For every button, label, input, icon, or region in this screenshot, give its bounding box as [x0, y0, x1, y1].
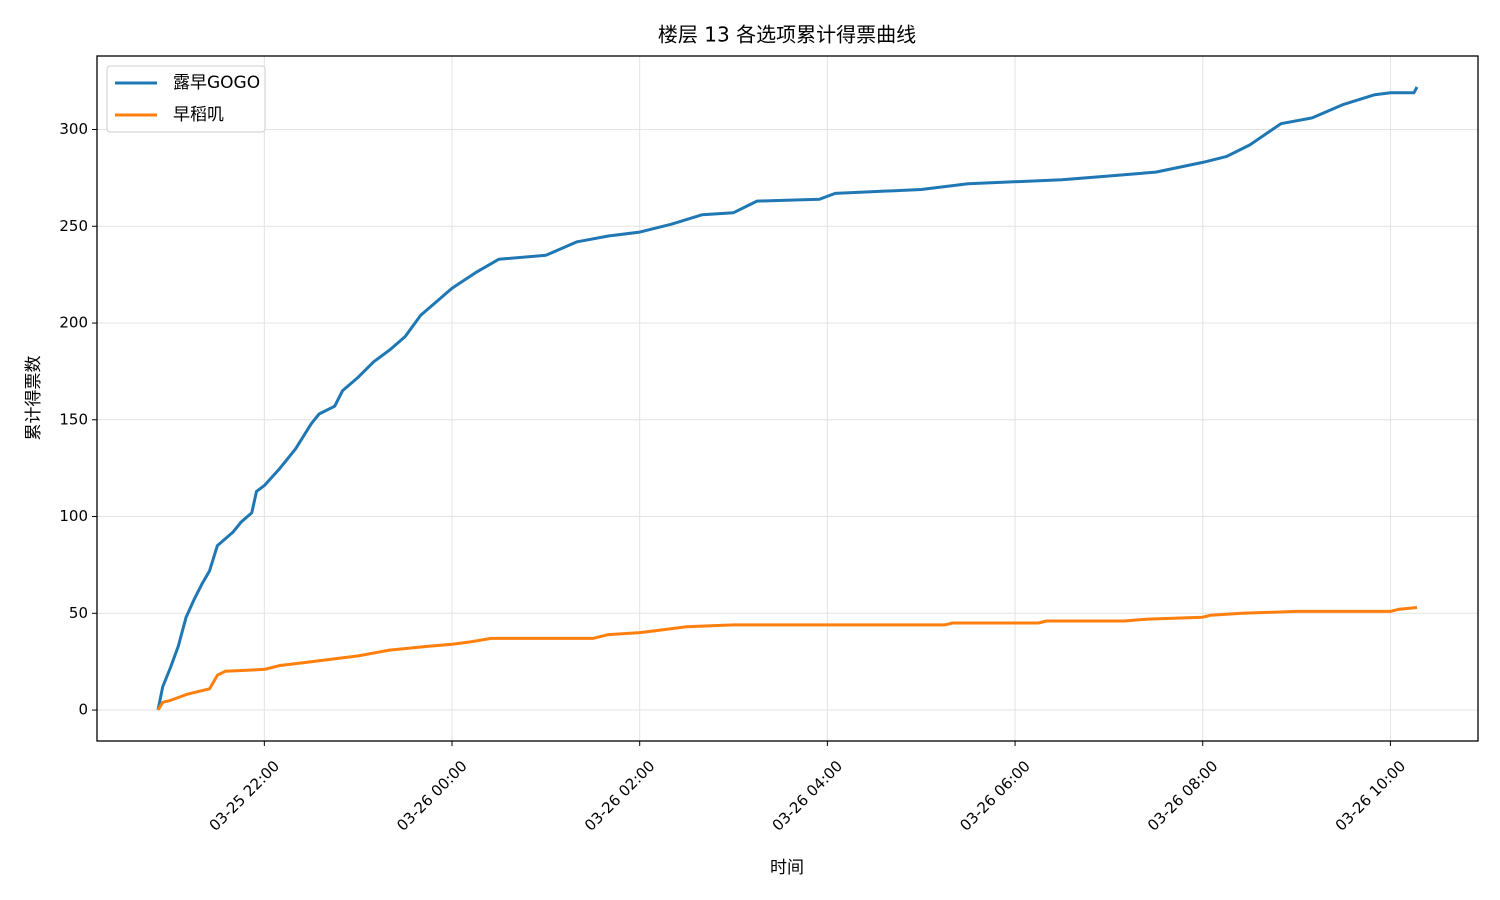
series-line [156, 606, 1418, 711]
y-tick-label: 50 [69, 604, 88, 622]
legend-label: 露早GOGO [173, 73, 260, 93]
legend-label: 早稻叽 [173, 105, 224, 125]
grid [97, 56, 1478, 741]
y-tick-label: 300 [59, 120, 88, 138]
y-tick-label: 0 [78, 701, 88, 719]
chart-title: 楼层 13 各选项累计得票曲线 [658, 23, 916, 47]
y-axis-label: 累计得票数 [24, 356, 44, 441]
plot-area [156, 86, 1419, 711]
y-tick-label: 150 [59, 410, 88, 428]
y-tick-label: 200 [59, 314, 88, 332]
axes-frame [96, 55, 1479, 742]
legend: 露早GOGO 早稻叽 [106, 65, 266, 133]
series-line [156, 86, 1419, 711]
x-axis-label: 时间 [770, 858, 804, 878]
y-tick-label: 250 [59, 217, 88, 235]
y-tick-label: 100 [59, 507, 88, 525]
